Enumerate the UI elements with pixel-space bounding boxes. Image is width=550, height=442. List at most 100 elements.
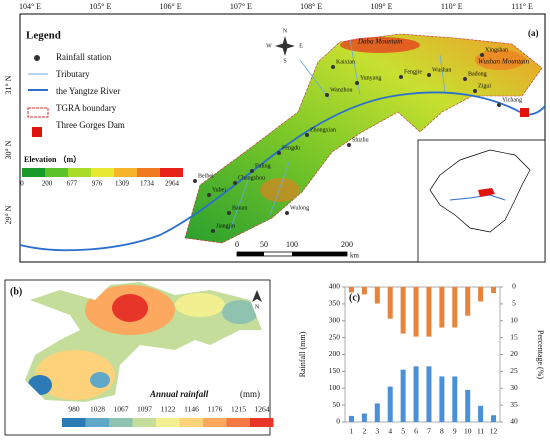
elevation-swatch — [68, 168, 91, 177]
rainfall-station — [233, 181, 237, 185]
bar — [465, 389, 471, 422]
x-tick-label: 5 — [401, 427, 405, 436]
rainfall-swatch — [132, 418, 156, 427]
longitude-label: 107° E — [230, 2, 252, 11]
bar — [374, 287, 380, 304]
rainfall-legend-title: Annual rainfall — [149, 389, 209, 399]
place-label: Zhongxian — [310, 127, 336, 133]
scale-label: 100 — [286, 240, 298, 249]
rainfall-zone — [222, 300, 258, 324]
scale-bar-seg — [292, 252, 347, 256]
high-terrain — [260, 178, 300, 202]
rainfall-legend-unit: (mm) — [240, 389, 260, 399]
three-gorges-dam — [520, 108, 529, 117]
map-label: (a) — [528, 28, 539, 38]
place-label: Badong — [468, 71, 487, 77]
legend-dam-symbol — [32, 127, 42, 137]
place-label: Wulong — [290, 205, 309, 211]
x-tick-label: 8 — [440, 427, 444, 436]
rainfall-station — [325, 93, 329, 97]
bar — [387, 386, 393, 422]
rainfall-swatch — [226, 418, 250, 427]
y2-tick-label: 30 — [510, 383, 518, 392]
rainfall-swatch — [179, 418, 203, 427]
x-tick-label: 10 — [464, 427, 472, 436]
bar — [374, 403, 380, 422]
rainfall-legend-label: 1176 — [208, 405, 223, 414]
y-tick-label: 100 — [329, 383, 341, 392]
rainfall-station — [305, 133, 309, 137]
y2-axis-label: Percentage (%) — [536, 330, 545, 379]
rainfall-swatch — [109, 418, 133, 427]
rainfall-station — [399, 75, 403, 79]
legend-boundary-symbol — [27, 107, 49, 118]
latitude-label: 31° N — [4, 75, 13, 94]
legend-item: Three Gorges Dam — [56, 120, 125, 130]
high-terrain — [340, 37, 420, 53]
bar — [465, 287, 471, 316]
latitude-label: 29° N — [4, 205, 13, 224]
elevation-swatch — [91, 168, 114, 177]
bar — [478, 405, 484, 422]
y2-tick-label: 40 — [510, 417, 518, 426]
place-label: Wushan — [432, 67, 451, 73]
longitude-label: 109° E — [370, 2, 392, 11]
inset-tgra — [478, 188, 495, 197]
elevation-label: 200 — [42, 180, 53, 188]
scale-unit: km — [350, 252, 360, 260]
compass — [275, 36, 295, 56]
rainfall-station — [355, 81, 359, 85]
rainfall-station — [211, 229, 215, 233]
bar — [452, 376, 458, 422]
rainfall-zone — [112, 294, 148, 322]
north-label: N — [255, 304, 260, 310]
compass-letter: S — [283, 58, 286, 64]
place-label: Shizhu — [352, 137, 369, 143]
place-label: Yubei — [212, 187, 226, 193]
place-label: Xingshan — [485, 47, 508, 53]
compass-letter: N — [283, 28, 288, 34]
bar — [348, 287, 354, 293]
y2-tick-label: 25 — [510, 366, 518, 375]
rainfall-swatch — [203, 418, 227, 427]
yangtze-river — [19, 91, 546, 252]
rainfall-zone — [35, 350, 115, 400]
scale-label: 0 — [235, 240, 239, 249]
plot-frame — [344, 286, 501, 423]
bar — [413, 366, 419, 422]
place-label: Fengdu — [282, 145, 300, 151]
rainfall-station — [427, 73, 431, 77]
legend-item: the Yangtze River — [56, 86, 120, 96]
elevation-swatch — [160, 168, 183, 177]
bar — [491, 415, 497, 422]
x-tick-label: 12 — [490, 427, 498, 436]
y-tick-label: 250 — [329, 332, 341, 341]
scale-label: 200 — [341, 240, 353, 249]
place-label: Jiangjin — [216, 223, 235, 229]
y-tick-label: 400 — [329, 282, 341, 291]
place-label: Banan — [232, 205, 247, 211]
longitude-label: 108° E — [300, 2, 322, 11]
rainfall-station — [227, 211, 231, 215]
elevation-label: 0 — [20, 180, 24, 188]
bar — [361, 287, 367, 295]
y2-tick-label: 5 — [512, 299, 516, 308]
bar — [426, 366, 432, 422]
longitude-label: 105° E — [89, 2, 111, 11]
legend-item: Tributary — [56, 69, 90, 79]
x-tick-label: 6 — [414, 427, 418, 436]
place-label: Fuling — [255, 163, 271, 169]
elevation-label: 1734 — [140, 180, 155, 188]
bar — [478, 287, 484, 302]
rainfall-legend-label: 1264 — [255, 405, 270, 414]
x-tick-label: 11 — [477, 427, 484, 436]
elevation-label: 976 — [92, 180, 103, 188]
north-arrow — [252, 290, 262, 302]
place-label: Fengjie — [404, 69, 422, 75]
rainfall-legend-label: 1215 — [231, 405, 246, 414]
chart-label: (c) — [349, 292, 360, 303]
map-label: (b) — [10, 286, 22, 297]
x-tick-label: 2 — [363, 427, 367, 436]
place-label: Yichang — [502, 97, 522, 103]
